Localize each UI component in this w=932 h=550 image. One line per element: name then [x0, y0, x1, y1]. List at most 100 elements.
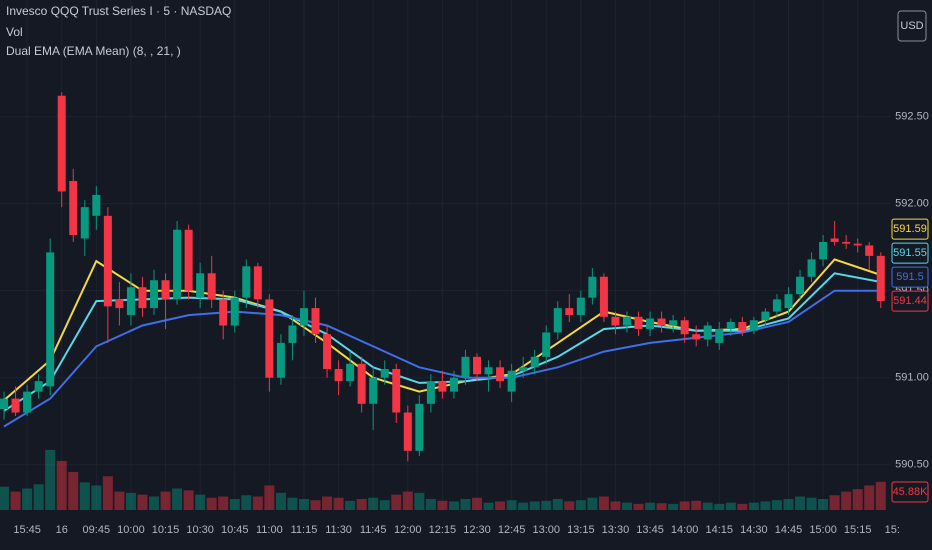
- x-tick-label: 16: [56, 524, 68, 536]
- candle-body: [726, 322, 735, 329]
- x-tick-label: 15:15: [844, 524, 872, 536]
- volume-bar: [322, 496, 333, 510]
- candle-body: [646, 318, 655, 329]
- volume-bar: [829, 495, 840, 510]
- candle-body: [380, 369, 389, 378]
- candle-body: [565, 308, 574, 316]
- price-tag: 591.44: [893, 295, 927, 307]
- candle-body: [161, 280, 170, 300]
- volume-bar: [529, 501, 540, 510]
- volume-bar: [45, 449, 56, 510]
- x-tick-label: 14:15: [706, 524, 734, 536]
- volume-bar: [610, 501, 621, 510]
- candle-body: [853, 243, 862, 246]
- candle-body: [126, 287, 135, 316]
- volume-bar: [114, 491, 125, 510]
- candle-body: [634, 316, 643, 329]
- x-tick-label: 14:00: [671, 524, 699, 536]
- candle-body: [519, 367, 528, 371]
- volume-bar: [206, 497, 217, 510]
- candle-body: [311, 308, 320, 335]
- volume-bar: [483, 502, 494, 510]
- volume-bar: [841, 491, 852, 510]
- volume-bar: [391, 494, 402, 510]
- candle-body: [576, 297, 585, 316]
- x-tick-label: 15:00: [809, 524, 837, 536]
- volume-bar: [852, 489, 863, 510]
- volume-bar: [506, 500, 517, 510]
- candle-body: [265, 299, 274, 378]
- x-tick-label: 09:45: [83, 524, 111, 536]
- candle-body: [80, 207, 89, 239]
- candle-body: [92, 194, 101, 216]
- candle-body: [150, 280, 159, 309]
- candle-body: [761, 311, 770, 321]
- volume-bar: [345, 500, 356, 510]
- volume-bar: [56, 460, 67, 510]
- y-tick-label: 592.50: [895, 111, 929, 123]
- volume-bar: [195, 494, 206, 510]
- candle-body: [323, 334, 332, 370]
- candle-body: [796, 276, 805, 295]
- candle-body: [46, 252, 55, 387]
- candle-body: [599, 276, 608, 317]
- x-tick-label: 14:45: [775, 524, 803, 536]
- volume-bar: [564, 501, 575, 510]
- volume-bar: [160, 491, 171, 510]
- candle-body: [473, 356, 482, 375]
- volume-bar: [668, 503, 679, 510]
- candle-layer: [0, 92, 885, 462]
- volume-bar: [149, 496, 160, 510]
- x-tick-label: 14:30: [740, 524, 768, 536]
- price-tag-box: [891, 290, 929, 312]
- candle-body: [219, 299, 228, 326]
- volume-bar: [760, 501, 771, 510]
- x-tick-label: 11:15: [291, 524, 318, 536]
- volume-bar: [379, 500, 390, 510]
- candle-body: [738, 322, 747, 331]
- x-tick-label: 13:15: [567, 524, 595, 536]
- volume-bar: [252, 496, 263, 510]
- x-tick-label: 10:30: [186, 524, 214, 536]
- candle-body: [772, 299, 781, 312]
- candle-body: [253, 266, 262, 300]
- x-tick-label: 15:45: [13, 524, 41, 536]
- volume-bar: [414, 492, 425, 510]
- volume-bar: [448, 501, 459, 510]
- volume-bar: [310, 500, 321, 510]
- volume-bar: [287, 497, 298, 510]
- volume-bar: [137, 494, 148, 510]
- candle-body: [611, 316, 620, 326]
- volume-bar: [771, 500, 782, 510]
- candle-body: [588, 276, 597, 298]
- price-tag-box: [891, 242, 929, 264]
- volume-bar: [68, 471, 79, 510]
- volume-bar: [356, 498, 367, 510]
- y-tick-label: 591.00: [895, 372, 929, 384]
- volume-bar: [368, 497, 379, 510]
- x-tick-label: 11:45: [360, 524, 387, 536]
- y-tick-label: 592.00: [895, 198, 929, 210]
- currency-label[interactable]: USD: [900, 20, 923, 32]
- candle-body: [692, 334, 701, 340]
- y-tick-label: 590.50: [895, 459, 929, 471]
- candle-body: [115, 299, 124, 309]
- candle-body: [299, 308, 308, 326]
- volume-tag-box: [891, 481, 929, 503]
- volume-bar: [575, 500, 586, 510]
- candle-body: [369, 377, 378, 404]
- candle-body: [669, 320, 678, 326]
- volume-bar: [679, 501, 690, 510]
- volume-bar: [472, 497, 483, 510]
- currency-button[interactable]: [897, 10, 927, 42]
- volume-bar: [125, 492, 136, 510]
- volume-bar: [783, 498, 794, 510]
- volume-bar: [402, 491, 413, 510]
- volume-bar: [33, 484, 44, 510]
- candle-body: [11, 398, 20, 413]
- x-tick-label: 13:45: [636, 524, 664, 536]
- candle-body: [657, 318, 666, 326]
- volume-layer: [0, 449, 886, 510]
